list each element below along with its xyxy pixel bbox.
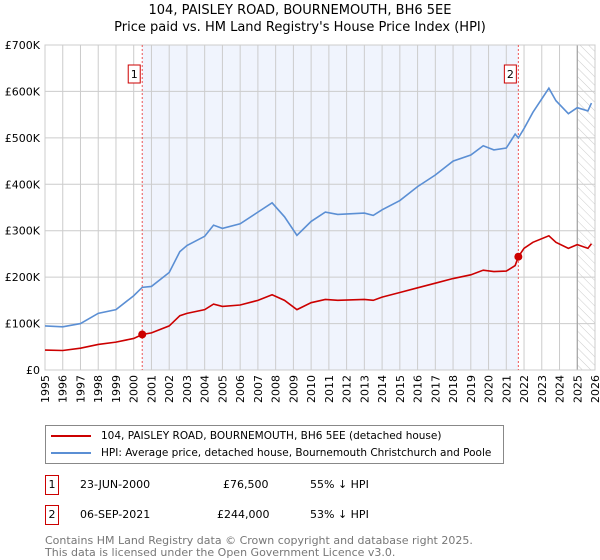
y-tick-label: £500K [5,132,41,145]
legend-label: 104, PAISLEY ROAD, BOURNEMOUTH, BH6 5EE … [101,430,442,442]
x-tick-label: 1997 [74,375,87,403]
x-tick-label: 2005 [216,375,229,403]
price-chart: 1995 1996 1997 1998 1999 2000 2001 2002 2003 2004… [5,39,600,403]
footer-copyright: Contains HM Land Registry data © Crown c… [45,534,473,547]
x-tick-label: 2011 [323,375,336,403]
transaction-price: £76,500 [223,478,269,491]
transaction-hpi: 53% ↓ HPI [310,508,369,521]
x-tick-label: 2018 [447,375,460,403]
x-tick-label: 2001 [145,375,158,403]
x-tick-label: 2006 [234,375,247,403]
x-tick-label: 2024 [554,375,567,403]
y-tick-label: £700K [5,39,41,52]
y-tick-label: £100K [5,318,41,331]
chart-subtitle: Price paid vs. HM Land Registry's House … [114,20,486,35]
marker-label: 1 [131,68,138,81]
marker-box [127,64,141,84]
x-tick-label: 2000 [128,375,141,403]
x-tick-label: 2008 [270,375,283,403]
legend: 104, PAISLEY ROAD, BOURNEMOUTH, BH6 5EE … [45,425,504,464]
x-tick-label: 2022 [518,375,531,403]
transaction-date: 06-SEP-2021 [80,508,151,521]
blue-line-icon [51,452,91,454]
red-line-icon [51,435,91,437]
legend-item-property: 104, PAISLEY ROAD, BOURNEMOUTH, BH6 5EE … [51,428,441,444]
x-tick-label: 2019 [465,375,478,403]
footer: Contains HM Land Registry data © Crown c… [45,535,473,559]
x-tick-label: 2003 [181,375,194,403]
forecast-hatch [577,45,595,370]
x-tick-label: 2020 [483,375,496,403]
x-tick-label: 2009 [287,375,300,403]
y-tick-label: £400K [5,178,41,191]
plot-frame [44,44,596,371]
chart-title: 104, PAISLEY ROAD, BOURNEMOUTH, BH6 5EE [148,3,452,18]
x-tick-label: 2016 [412,375,425,403]
x-tick-label: 1995 [39,375,52,403]
x-tick-label: 2026 [589,375,600,403]
x-tick-label: 2007 [252,375,265,403]
x-tick-label: 1996 [57,375,70,403]
x-tick-label: 2014 [376,375,389,403]
y-tick-label: £0 [26,364,40,377]
x-tick-label: 1999 [110,375,123,403]
x-tick-label: 2017 [429,375,442,403]
y-tick-label: £300K [5,225,41,238]
x-tick-label: 2010 [305,375,318,403]
transaction-hpi: 55% ↓ HPI [310,478,369,491]
x-tick-label: 2025 [571,375,584,403]
footer-licence: This data is licensed under the Open Gov… [45,546,396,559]
transaction-price: £244,000 [217,508,270,521]
x-tick-label: 1998 [92,375,105,403]
x-tick-label: 2015 [394,375,407,403]
x-tick-label: 2004 [199,375,212,403]
shaded-period [142,45,519,370]
marker-badge: 1 [45,475,59,495]
x-tick-label: 2021 [500,375,513,403]
transaction-date: 23-JUN-2000 [80,478,151,491]
x-tick-label: 2012 [341,375,354,403]
sale-point [514,252,523,261]
y-tick-label: £200K [5,271,41,284]
property-price-line [44,234,593,352]
marker-label: 2 [507,68,514,81]
y-tick-label: £600K [5,85,41,98]
x-tick-label: 2023 [536,375,549,403]
x-tick-label: 2002 [163,375,176,403]
legend-item-hpi: HPI: Average price, detached house, Bour… [51,445,491,461]
marker-box [503,64,517,84]
sale-point [138,330,147,339]
legend-label: HPI: Average price, detached house, Bour… [101,447,492,459]
x-tick-label: 2013 [358,375,371,403]
hpi-line [44,86,593,328]
marker-badge: 2 [45,505,59,525]
